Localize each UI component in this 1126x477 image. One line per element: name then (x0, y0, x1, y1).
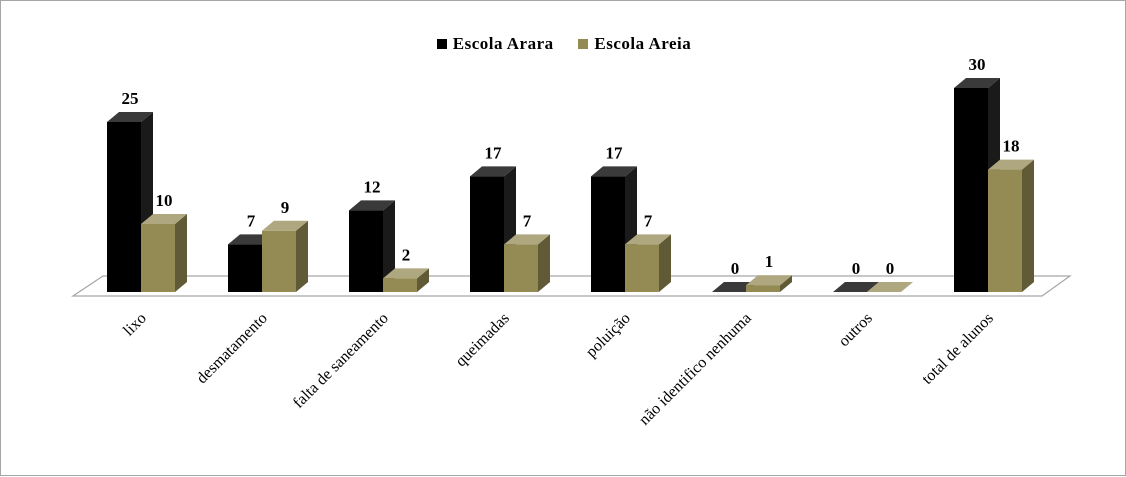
bar-escola-areia-desmatamento (262, 220, 308, 292)
value-label-escola-arara-lixo: 25 (122, 89, 139, 108)
value-label-escola-areia-desmatamento: 9 (281, 198, 290, 217)
category-label-falta-de-saneamento: falta de saneamento (290, 310, 392, 412)
category-label-poluicao: poluição (583, 310, 634, 361)
legend-swatch-escola-arara (436, 39, 447, 49)
legend-label-escola-arara: Escola Arara (452, 34, 554, 53)
value-label-escola-areia-nao-identifico-nenhuma: 1 (765, 252, 774, 271)
legend-swatch-escola-areia (578, 39, 589, 49)
value-label-escola-areia-poluicao: 7 (644, 211, 653, 230)
legend-item-escola-areia: Escola Areia (578, 34, 691, 54)
bar-escola-areia-poluicao (625, 234, 671, 292)
category-label-total-de-alunos: total de alunos (919, 310, 997, 388)
legend-item-escola-arara: Escola Arara (436, 34, 554, 54)
bar-escola-areia-total-de-alunos (988, 159, 1034, 292)
bar-escola-areia-nao-identifico-nenhuma (746, 275, 792, 292)
legend: Escola Arara Escola Areia (1, 34, 1126, 54)
category-label-lixo: lixo (120, 310, 150, 340)
value-label-escola-areia-lixo: 10 (156, 191, 173, 210)
value-label-escola-arara-poluicao: 17 (606, 143, 624, 162)
category-label-desmatamento: desmatamento (193, 310, 270, 387)
value-label-escola-arara-outros: 0 (852, 259, 861, 278)
chart-floor (71, 275, 1072, 297)
bar-escola-areia-falta-de-saneamento (383, 268, 429, 292)
bar-escola-areia-lixo (141, 214, 187, 292)
value-label-escola-areia-falta-de-saneamento: 2 (402, 245, 411, 264)
value-label-escola-arara-nao-identifico-nenhuma: 0 (731, 259, 740, 278)
bar-escola-areia-queimadas (504, 234, 550, 292)
bar-escola-arara-outros (833, 282, 879, 292)
value-label-escola-arara-queimadas: 17 (485, 143, 503, 162)
value-label-escola-areia-outros: 0 (886, 259, 895, 278)
value-label-escola-arara-total-de-alunos: 30 (969, 55, 986, 74)
bar-escola-areia-outros (867, 282, 913, 292)
value-label-escola-arara-desmatamento: 7 (247, 211, 256, 230)
category-label-outros: outros (836, 310, 876, 350)
bar-escola-arara-falta-de-saneamento (349, 200, 395, 292)
value-label-escola-areia-queimadas: 7 (523, 211, 532, 230)
value-label-escola-areia-total-de-alunos: 18 (1003, 137, 1020, 156)
value-label-escola-arara-falta-de-saneamento: 12 (364, 177, 381, 196)
category-label-nao-identifico-nenhuma: não identifico nenhuma (636, 310, 755, 429)
legend-label-escola-areia: Escola Areia (594, 34, 692, 53)
category-label-queimadas: queimadas (452, 310, 512, 370)
